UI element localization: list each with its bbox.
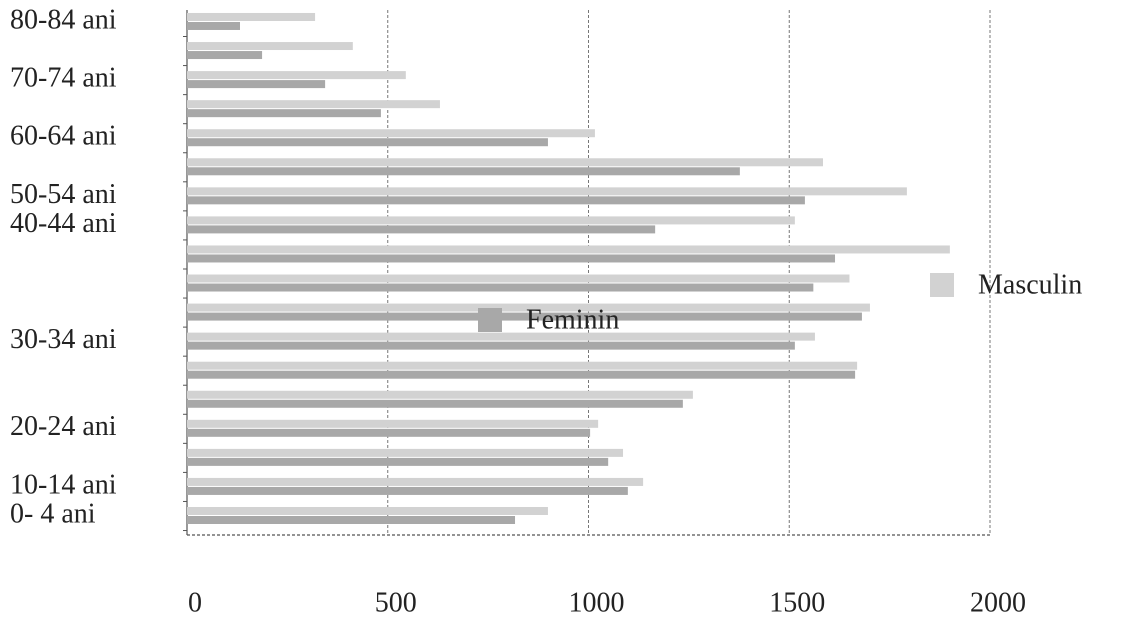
bar [187, 187, 907, 196]
bar [187, 477, 644, 486]
bar [187, 80, 326, 89]
bar [187, 109, 381, 118]
bar [187, 254, 836, 263]
bar [187, 100, 440, 109]
y-tick-label: 0- 4 ani [10, 498, 96, 529]
legend-label: Feminin [526, 304, 619, 335]
bar [187, 516, 516, 524]
bar [187, 303, 870, 312]
legend-label: Masculin [978, 269, 1082, 300]
bar [187, 21, 240, 30]
y-tick-label: 60-64 ani [10, 121, 117, 152]
y-tick-label: 70-74 ani [10, 63, 117, 94]
bar [187, 361, 858, 370]
bar [187, 332, 815, 341]
bar [187, 448, 624, 457]
y-tick-label: 50-54 ani [10, 179, 117, 210]
x-tick-label: 2000 [970, 587, 1026, 618]
bar [187, 245, 950, 254]
bar [187, 167, 740, 176]
bar [187, 312, 862, 321]
bar [187, 486, 628, 495]
legend-swatch [478, 308, 502, 332]
bar [187, 138, 548, 147]
bar [187, 399, 683, 408]
legend-swatch [930, 273, 954, 297]
bar [187, 158, 823, 167]
x-tick-label: 1500 [769, 587, 825, 618]
y-tick-label: 40-44 ani [10, 208, 117, 239]
bar [187, 283, 814, 292]
y-tick-label: 20-24 ani [10, 411, 117, 442]
bar [187, 42, 353, 51]
x-tick-label: 0 [188, 587, 202, 618]
y-tick-label: 80-84 ani [10, 4, 117, 35]
bar [187, 370, 856, 379]
bar [187, 457, 609, 466]
x-tick-label: 1000 [569, 587, 625, 618]
bar [187, 428, 591, 437]
y-tick-label: 10-14 ani [10, 469, 117, 500]
bar [187, 51, 263, 60]
bar [187, 225, 656, 234]
bar [187, 129, 595, 138]
bar [187, 274, 850, 283]
bar [187, 71, 406, 80]
bar [187, 341, 795, 350]
bar [187, 390, 693, 399]
bar [187, 196, 805, 205]
x-tick-label: 500 [375, 587, 417, 618]
bar [187, 507, 548, 515]
bar [187, 216, 795, 225]
y-tick-label: 30-34 ani [10, 324, 117, 355]
bar [187, 419, 599, 428]
bar [187, 12, 316, 21]
